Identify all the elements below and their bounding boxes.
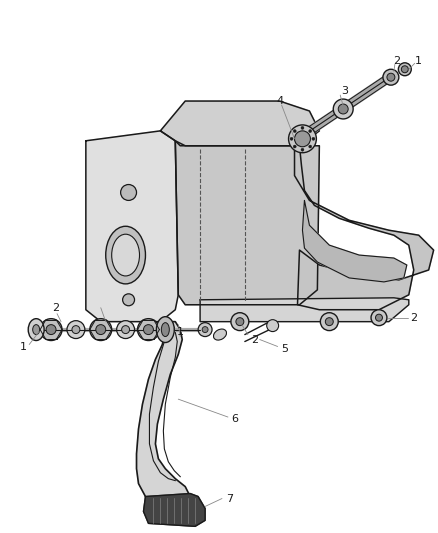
Polygon shape — [137, 321, 190, 511]
Text: 1: 1 — [177, 327, 184, 336]
Circle shape — [289, 125, 316, 153]
Circle shape — [267, 320, 279, 332]
Polygon shape — [175, 141, 319, 305]
Circle shape — [309, 145, 312, 148]
Polygon shape — [294, 146, 434, 310]
Circle shape — [90, 319, 112, 341]
Circle shape — [231, 313, 249, 330]
Ellipse shape — [161, 322, 170, 336]
Circle shape — [333, 99, 353, 119]
Circle shape — [387, 73, 395, 81]
Circle shape — [294, 131, 311, 147]
Ellipse shape — [213, 329, 226, 340]
Circle shape — [371, 310, 387, 326]
Ellipse shape — [28, 319, 44, 341]
Circle shape — [122, 326, 130, 334]
Circle shape — [120, 184, 137, 200]
Text: 7: 7 — [226, 494, 233, 504]
Circle shape — [375, 314, 382, 321]
Circle shape — [293, 130, 296, 133]
Ellipse shape — [33, 325, 40, 335]
Circle shape — [301, 126, 304, 130]
Text: 6: 6 — [231, 414, 238, 424]
Text: 2: 2 — [251, 335, 258, 344]
Circle shape — [236, 318, 244, 326]
Circle shape — [290, 138, 293, 140]
Text: 3: 3 — [341, 86, 348, 96]
Ellipse shape — [106, 226, 145, 284]
Circle shape — [338, 104, 348, 114]
Circle shape — [301, 148, 304, 151]
Circle shape — [198, 322, 212, 336]
Circle shape — [67, 321, 85, 338]
Circle shape — [138, 319, 159, 341]
Text: 5: 5 — [281, 344, 288, 354]
Text: 2: 2 — [53, 303, 60, 313]
Circle shape — [72, 326, 80, 334]
Ellipse shape — [156, 317, 174, 343]
Circle shape — [325, 318, 333, 326]
Text: 1: 1 — [20, 343, 27, 352]
Ellipse shape — [112, 234, 140, 276]
Circle shape — [123, 294, 134, 306]
Circle shape — [293, 145, 296, 148]
Text: 2: 2 — [410, 313, 417, 322]
Circle shape — [309, 130, 312, 133]
Circle shape — [46, 325, 56, 335]
Circle shape — [202, 327, 208, 333]
Circle shape — [320, 313, 338, 330]
Circle shape — [383, 69, 399, 85]
Circle shape — [398, 63, 411, 76]
Text: 4: 4 — [276, 96, 283, 106]
Circle shape — [144, 325, 153, 335]
Polygon shape — [160, 101, 319, 146]
Text: 2: 2 — [393, 56, 400, 66]
Polygon shape — [86, 131, 178, 321]
Circle shape — [117, 321, 134, 338]
Polygon shape — [303, 200, 407, 282]
Circle shape — [312, 138, 315, 140]
Circle shape — [40, 319, 62, 341]
Circle shape — [96, 325, 106, 335]
Polygon shape — [200, 298, 409, 321]
Circle shape — [401, 66, 408, 72]
Text: 1: 1 — [415, 56, 422, 66]
Polygon shape — [144, 494, 205, 527]
